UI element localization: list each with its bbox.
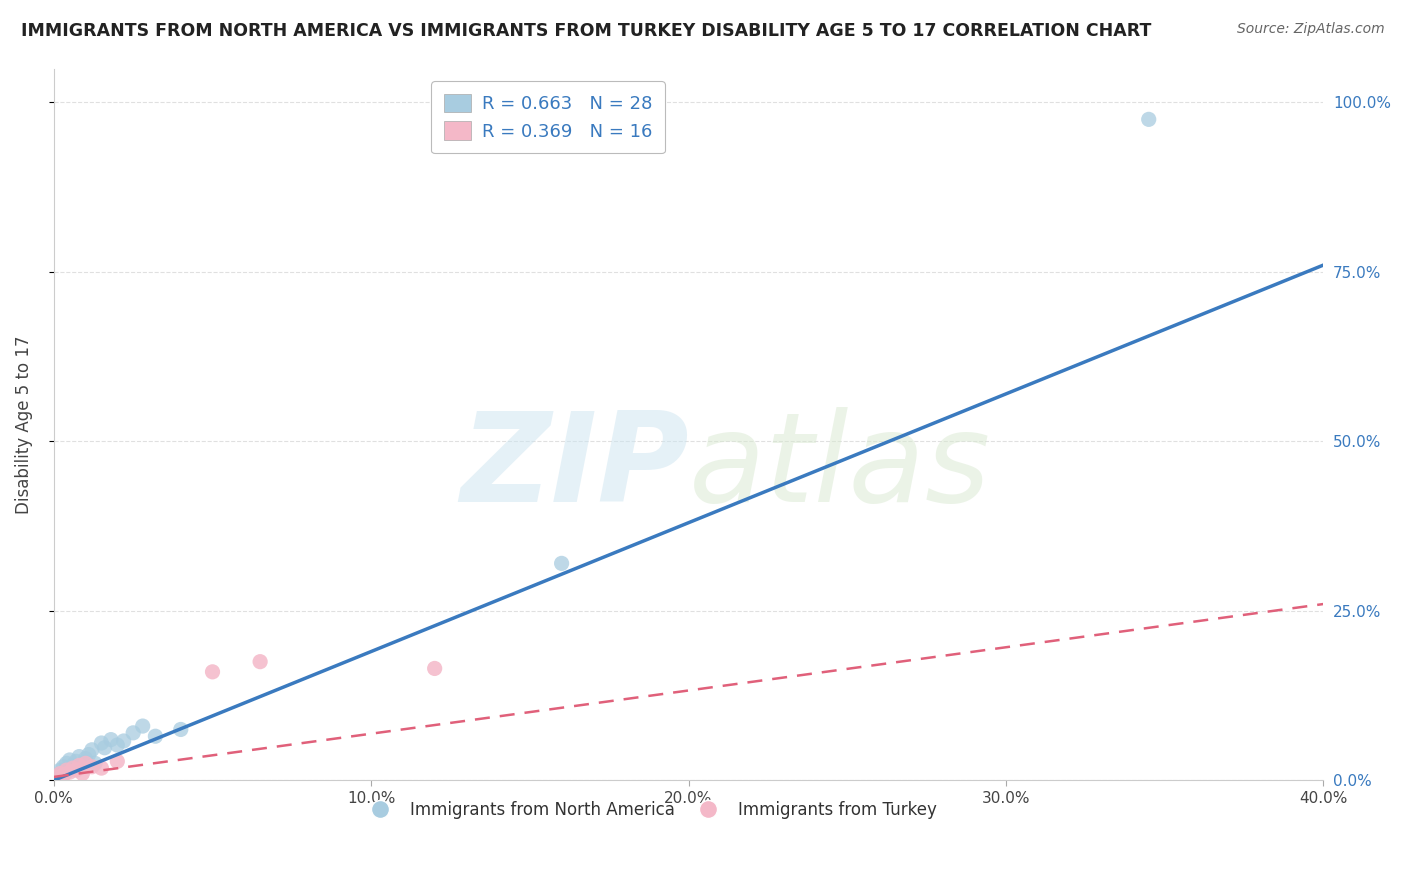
Point bbox=[145, 729, 167, 743]
Point bbox=[93, 740, 115, 755]
Point bbox=[67, 749, 90, 764]
Point bbox=[112, 734, 135, 748]
Point bbox=[49, 766, 72, 780]
Point bbox=[49, 766, 72, 780]
Point bbox=[67, 758, 90, 772]
Text: IMMIGRANTS FROM NORTH AMERICA VS IMMIGRANTS FROM TURKEY DISABILITY AGE 5 TO 17 C: IMMIGRANTS FROM NORTH AMERICA VS IMMIGRA… bbox=[21, 22, 1152, 40]
Point bbox=[80, 743, 103, 757]
Point bbox=[122, 726, 145, 740]
Point bbox=[90, 736, 112, 750]
Point bbox=[65, 763, 87, 777]
Y-axis label: Disability Age 5 to 17: Disability Age 5 to 17 bbox=[15, 335, 32, 514]
Point bbox=[62, 761, 84, 775]
Point bbox=[550, 557, 572, 571]
Point bbox=[249, 655, 271, 669]
Point bbox=[72, 760, 94, 774]
Point bbox=[1137, 112, 1160, 127]
Point bbox=[55, 765, 77, 780]
Point bbox=[423, 661, 446, 675]
Point bbox=[59, 753, 82, 767]
Point bbox=[52, 768, 75, 782]
Point bbox=[55, 756, 77, 771]
Point bbox=[59, 761, 82, 775]
Point bbox=[72, 766, 94, 780]
Text: Source: ZipAtlas.com: Source: ZipAtlas.com bbox=[1237, 22, 1385, 37]
Point bbox=[77, 747, 100, 762]
Legend: Immigrants from North America, Immigrants from Turkey: Immigrants from North America, Immigrant… bbox=[357, 794, 943, 825]
Point bbox=[170, 723, 193, 737]
Point bbox=[46, 770, 69, 784]
Point bbox=[46, 770, 69, 784]
Point bbox=[201, 665, 224, 679]
Text: ZIP: ZIP bbox=[460, 407, 689, 527]
Point bbox=[105, 738, 128, 752]
Point bbox=[84, 756, 107, 771]
Point bbox=[65, 754, 87, 768]
Point bbox=[75, 751, 97, 765]
Point bbox=[62, 758, 84, 772]
Point bbox=[49, 763, 72, 777]
Point bbox=[131, 719, 153, 733]
Point bbox=[90, 761, 112, 775]
Point bbox=[59, 765, 82, 780]
Point bbox=[105, 754, 128, 768]
Point bbox=[52, 768, 75, 782]
Point bbox=[100, 732, 122, 747]
Point bbox=[80, 760, 103, 774]
Text: atlas: atlas bbox=[689, 407, 991, 527]
Point bbox=[52, 760, 75, 774]
Point bbox=[75, 756, 97, 771]
Point bbox=[55, 763, 77, 777]
